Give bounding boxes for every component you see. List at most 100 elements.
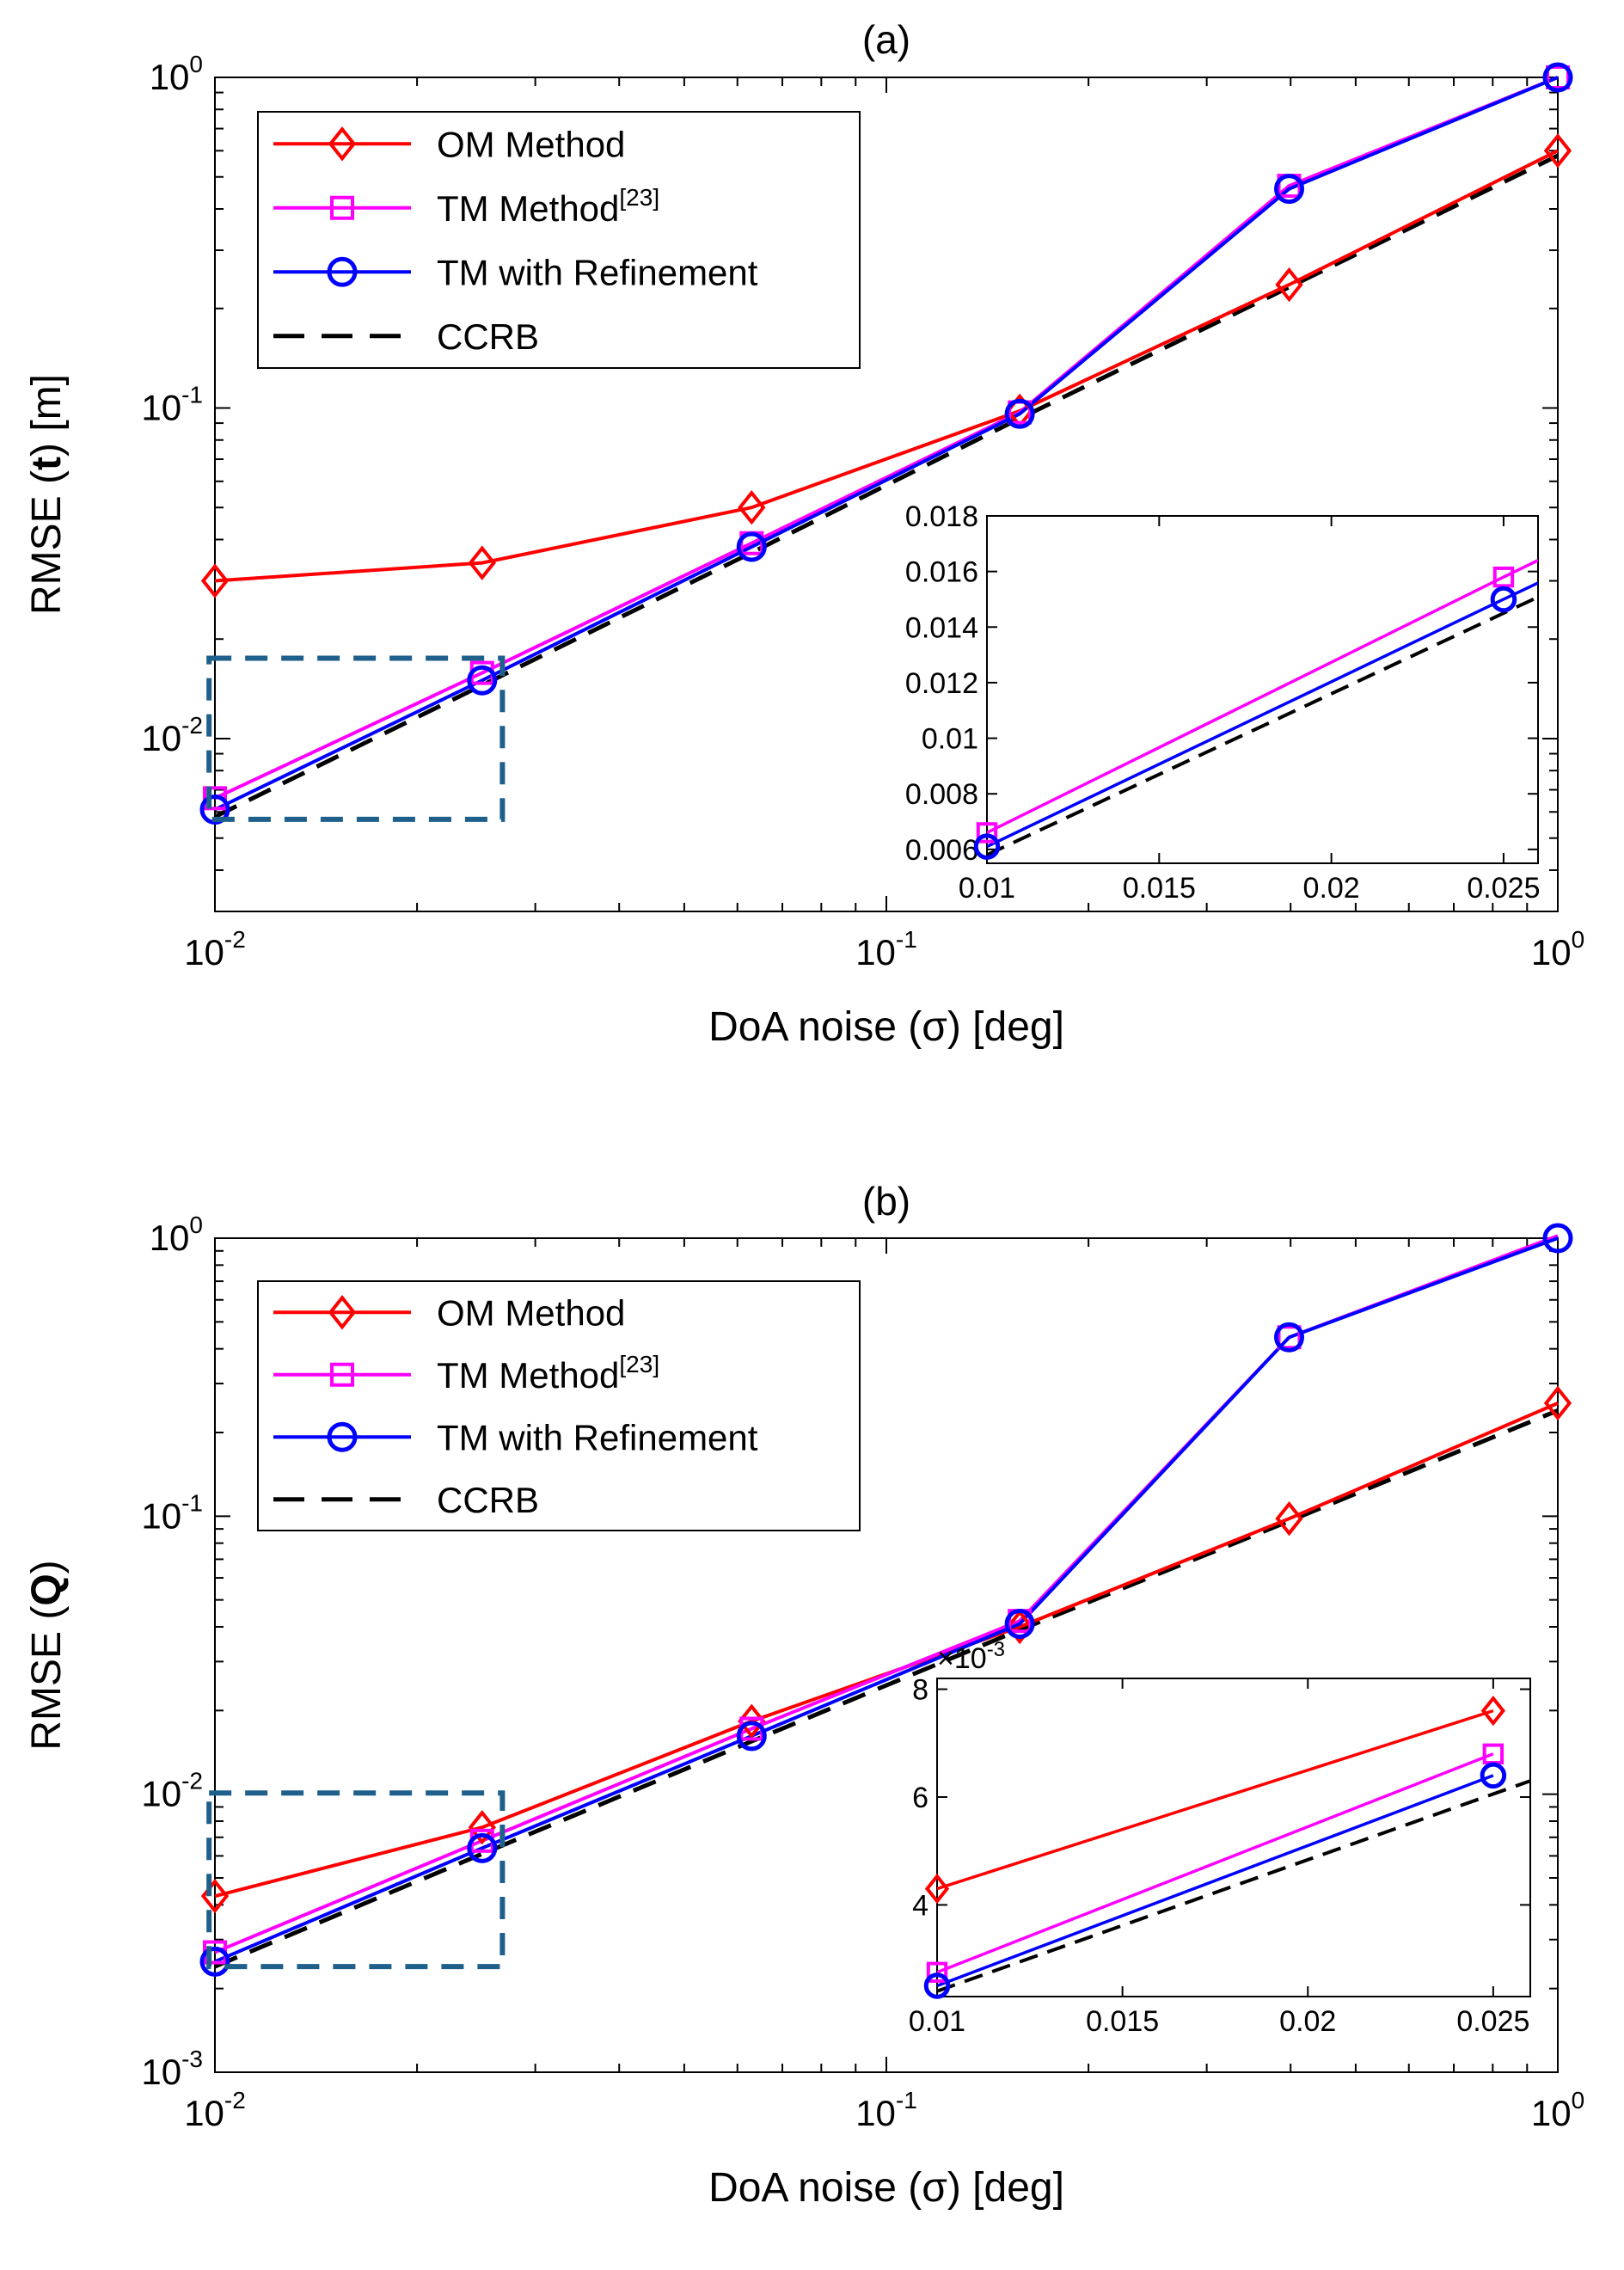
legend: OM Method TM Method[23] TM with Refinement… (257, 111, 861, 369)
legend-label: CCRB (437, 316, 539, 357)
series-line-tm-with-refinement (215, 1236, 1559, 1964)
legend: OM Method TM Method[23] TM with Refinement… (257, 1280, 861, 1531)
data-point (199, 1946, 230, 1977)
legend-box (257, 111, 861, 369)
inset-series-line (987, 595, 1538, 857)
x-tick-label: 100 (1531, 2087, 1584, 2133)
data-point (468, 1810, 496, 1845)
inset-x-tick-label: 0.02 (1303, 872, 1360, 905)
data-point (467, 1832, 498, 1863)
inset-y-tick-label: 0.01 (922, 723, 978, 756)
series-line-tm-method (215, 76, 1559, 801)
data-point (200, 563, 230, 598)
inset-series-line (987, 581, 1538, 849)
inset-y-tick-label: 0.016 (905, 556, 978, 589)
x-tick-label: 10-1 (855, 926, 917, 972)
y-axis-label: RMSE (t) [m] (24, 374, 70, 615)
inset-series-line (987, 559, 1538, 835)
chart-title: (b) (862, 1179, 910, 1224)
chart-panel-a: 10-2 10-1 100 10-2 10-1 100 (a) DoA noise (σ) [… (24, 17, 1584, 1050)
inset-plot-area (986, 515, 1539, 864)
inset-y-tick-label: 0.012 (905, 667, 978, 700)
inset-data-point (1492, 566, 1515, 588)
data-point (1542, 62, 1573, 93)
data-point (736, 531, 767, 562)
legend-box (257, 1280, 861, 1531)
data-point (1543, 133, 1572, 169)
data-point (738, 1703, 766, 1739)
inset-y-tick-label: 6 (912, 1782, 928, 1814)
inset-y-tick-label: 0.006 (905, 834, 978, 867)
inset-series-line (937, 1752, 1494, 1974)
x-tick-label: 10-1 (855, 2087, 917, 2133)
chart-title: (a) (862, 17, 910, 62)
data-point (1004, 398, 1035, 429)
data-point (1275, 1500, 1303, 1537)
data-point (738, 490, 766, 525)
y-tick-label: 10-3 (141, 2046, 203, 2092)
inset-y-tick-label: 0.018 (905, 500, 978, 533)
data-point (203, 786, 227, 811)
inset-data-point (1490, 586, 1517, 613)
zoom-highlight-box (206, 1790, 506, 1970)
inset-data-point (926, 1961, 948, 1983)
data-point (1542, 1223, 1573, 1254)
legend-label: TM with Refinement (437, 252, 758, 292)
inset-x-tick-label: 0.015 (1086, 2005, 1159, 2038)
inset-series-line (937, 1779, 1530, 1993)
inset-y-tick-label: 4 (912, 1889, 928, 1922)
series-line-tm-with-refinement (215, 76, 1559, 812)
series-line-om-method (215, 149, 1559, 583)
legend-marker (328, 1295, 357, 1330)
x-tick-label: 10-2 (184, 2087, 246, 2133)
legend-label: OM Method (437, 124, 625, 164)
legend-label: TM Method[23] (437, 1351, 659, 1396)
inset-x-tick-label: 0.025 (1467, 872, 1540, 905)
data-point (1004, 1609, 1035, 1640)
legend-marker (330, 1362, 354, 1387)
legend-marker (330, 195, 354, 220)
data-point (1543, 1385, 1572, 1421)
inset-x-tick-label: 0.015 (1123, 872, 1196, 905)
y-tick-label: 10-1 (141, 1489, 203, 1536)
inset-data-point (923, 1972, 951, 1999)
y-axis-label: RMSE (Q) (24, 1560, 70, 1750)
data-point (1274, 1322, 1305, 1353)
inset-x-tick-label: 0.02 (1279, 2005, 1336, 2038)
y-tick-label: 10-2 (141, 1768, 203, 1814)
inset-y-multiplier: ×10-3 (937, 1638, 1005, 1675)
x-axis-label: DoA noise (σ) [deg] (708, 1004, 1064, 1050)
inset-y-tick-label: 0.014 (905, 611, 978, 644)
data-point (467, 665, 498, 696)
data-point (1274, 174, 1305, 205)
data-point (1546, 65, 1570, 89)
legend-marker (328, 126, 357, 162)
inset-series-line (937, 1709, 1494, 1891)
y-tick-label: 100 (150, 51, 203, 97)
y-tick-label: 10-2 (141, 712, 203, 758)
legend-marker (327, 256, 358, 287)
legend-label: TM with Refinement (437, 1417, 758, 1457)
inset-data-point (1480, 1695, 1505, 1727)
series-line-ccrb (215, 153, 1560, 819)
zoom-highlight-box (206, 655, 506, 822)
x-tick-label: 10-2 (184, 926, 246, 972)
data-point (1277, 1325, 1302, 1350)
legend-label: CCRB (437, 1480, 539, 1520)
inset-data-point (973, 833, 1001, 860)
y-tick-label: 10-1 (141, 381, 203, 427)
inset-y-tick-label: 8 (912, 1674, 928, 1707)
inset-x-tick-label: 0.01 (959, 872, 1015, 905)
data-point (1005, 1609, 1034, 1645)
inset-zoom-plot: 0.01 0.015 0.02 0.025 0.006 0.008 0.01 0.012 0.0… (905, 500, 1541, 905)
data-point (1275, 267, 1303, 303)
legend-label: TM Method[23] (437, 184, 659, 229)
legend-marker (327, 1421, 358, 1452)
inset-data-point (924, 1873, 950, 1905)
series-line-ccrb (215, 1408, 1559, 1969)
inset-zoom-plot: 0.01 0.015 0.02 0.025 4 6 8 ×10-3 (909, 1638, 1531, 2038)
inset-data-point (976, 822, 998, 844)
x-tick-label: 100 (1531, 926, 1584, 972)
